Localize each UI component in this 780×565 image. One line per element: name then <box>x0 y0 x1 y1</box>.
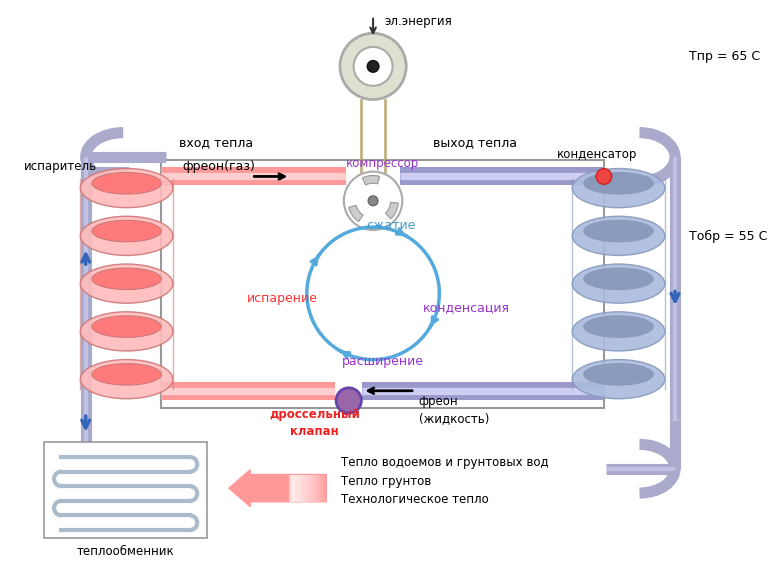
Bar <box>309 475 313 502</box>
Bar <box>303 475 307 502</box>
Text: вход тепла: вход тепла <box>179 136 254 149</box>
Circle shape <box>367 60 379 72</box>
Bar <box>297 475 301 502</box>
Ellipse shape <box>92 268 161 290</box>
Bar <box>291 475 295 502</box>
Bar <box>321 475 324 502</box>
Ellipse shape <box>573 264 665 303</box>
Circle shape <box>596 169 612 184</box>
Ellipse shape <box>80 264 173 303</box>
Bar <box>313 475 317 502</box>
Bar <box>318 475 322 502</box>
Circle shape <box>336 388 361 413</box>
Ellipse shape <box>80 216 173 255</box>
Circle shape <box>344 172 402 230</box>
Text: Тепло водоемов и грунтовых вод
Тепло грунтов
Технологическое тепло: Тепло водоемов и грунтовых вод Тепло гру… <box>341 457 548 506</box>
Bar <box>310 475 314 502</box>
Text: теплообменник: теплообменник <box>76 545 175 558</box>
Wedge shape <box>363 176 380 185</box>
Bar <box>301 475 305 502</box>
Wedge shape <box>349 205 363 221</box>
Circle shape <box>353 47 392 86</box>
Ellipse shape <box>80 168 173 208</box>
Circle shape <box>340 33 406 99</box>
Ellipse shape <box>92 316 161 337</box>
Ellipse shape <box>584 364 653 385</box>
Ellipse shape <box>573 168 665 208</box>
Ellipse shape <box>573 359 665 399</box>
Text: дроссельный
клапан: дроссельный клапан <box>269 408 360 438</box>
Text: выход тепла: выход тепла <box>434 136 517 149</box>
Ellipse shape <box>92 172 161 194</box>
Bar <box>307 475 310 502</box>
Text: Тпр = 65 С: Тпр = 65 С <box>689 50 760 63</box>
Ellipse shape <box>92 220 161 242</box>
Text: конденсация: конденсация <box>423 302 510 315</box>
Text: сжатие: сжатие <box>366 219 415 232</box>
Bar <box>44 442 207 538</box>
Text: фреон(газ): фреон(газ) <box>183 160 256 173</box>
Bar <box>299 475 303 502</box>
Text: фреон
(жидкость): фреон (жидкость) <box>419 396 489 425</box>
Text: эл.энергия: эл.энергия <box>385 15 452 28</box>
Ellipse shape <box>80 359 173 399</box>
Circle shape <box>368 196 378 206</box>
Bar <box>317 475 321 502</box>
Ellipse shape <box>573 312 665 351</box>
Bar <box>305 475 309 502</box>
Bar <box>314 475 318 502</box>
Text: испарение: испарение <box>247 292 318 305</box>
Ellipse shape <box>584 220 653 242</box>
Ellipse shape <box>80 312 173 351</box>
Wedge shape <box>385 202 399 219</box>
Text: испаритель: испаритель <box>24 160 97 173</box>
Text: компрессор: компрессор <box>346 157 420 170</box>
Bar <box>326 475 330 502</box>
Bar <box>322 475 326 502</box>
Text: Тобр = 55 С: Тобр = 55 С <box>689 231 767 244</box>
Ellipse shape <box>584 268 653 290</box>
Ellipse shape <box>573 216 665 255</box>
Bar <box>324 475 328 502</box>
Text: конденсатор: конденсатор <box>557 147 637 160</box>
Ellipse shape <box>584 172 653 194</box>
Bar <box>161 160 604 408</box>
Bar <box>293 475 297 502</box>
FancyArrow shape <box>229 470 326 507</box>
Ellipse shape <box>92 364 161 385</box>
Text: расширение: расширение <box>342 355 424 368</box>
Ellipse shape <box>584 316 653 337</box>
Bar <box>289 475 293 502</box>
Bar <box>295 475 299 502</box>
